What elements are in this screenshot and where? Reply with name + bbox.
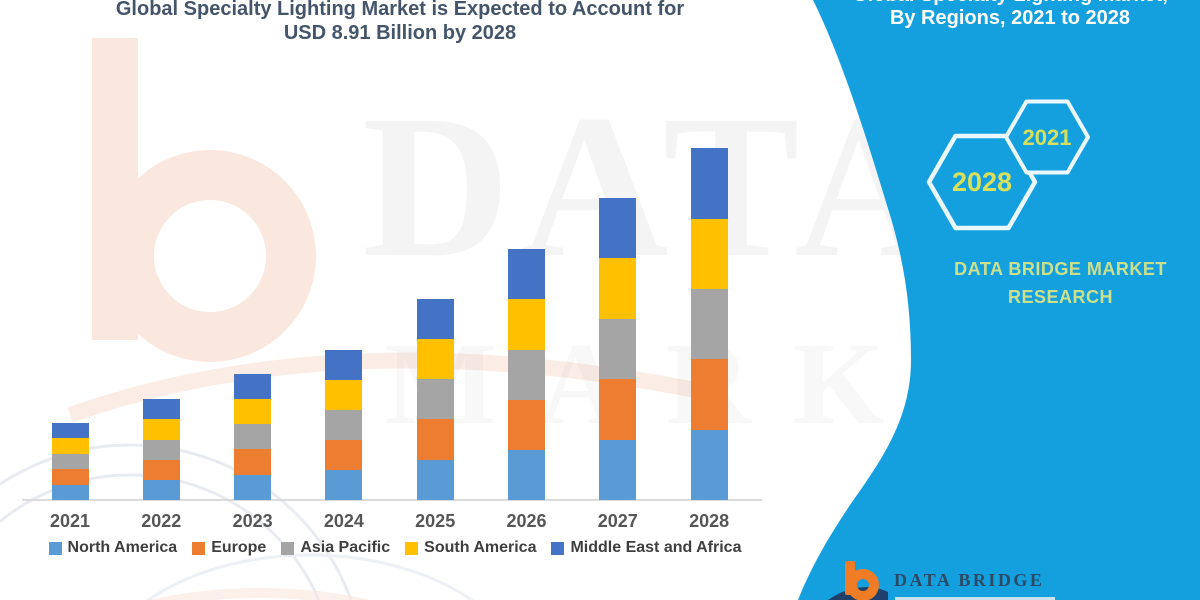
bar-2023 [234, 373, 272, 500]
legend-item-south-america: South America [405, 539, 536, 557]
bar-segment-south-america [508, 299, 545, 350]
bar-segment-asia-pacific [690, 289, 728, 360]
year-label-2026: 2026 [506, 511, 547, 531]
bar-segment-asia-pacific [51, 453, 89, 470]
bar-segment-asia-pacific [234, 424, 272, 450]
legend-swatch-europe [192, 541, 206, 555]
bar-segment-south-america [234, 398, 272, 425]
bar-segment-south-america [51, 438, 89, 454]
watermark-arc-peach [149, 588, 371, 600]
chart-legend: North America Europe Asia Pacific South Ame… [25, 539, 765, 557]
bar-segment-north-america [599, 439, 637, 500]
legend-item-europe: Europe [192, 539, 266, 557]
bar-segment-europe [690, 359, 728, 430]
side-panel-heading-line1-clipped: Global Specialty Lighting Market, [830, 0, 1190, 7]
bar-segment-middle-east-and-africa [416, 298, 454, 339]
bar-segment-europe [51, 469, 89, 485]
bar-segment-europe [508, 399, 545, 450]
legend-swatch-middle-east-and-africa [551, 541, 565, 555]
legend-swatch-north-america [48, 541, 62, 555]
bar-segment-asia-pacific [508, 349, 545, 400]
legend-item-middle-east-and-africa: Middle East and Africa [551, 539, 741, 557]
bar-segment-middle-east-and-africa [599, 197, 637, 259]
footer-logo-wordmark: DATA BRIDGE [894, 570, 1045, 590]
bar-2028 [690, 148, 728, 500]
chart-title: Global Specialty Lighting Market is Expe… [50, 0, 750, 45]
watermark-arc-2 [0, 473, 321, 600]
year-label-2022: 2022 [141, 511, 182, 531]
footer-logo-subline-clipped [895, 597, 1055, 600]
bar-2027 [599, 197, 637, 500]
bar-segment-europe [142, 459, 180, 480]
footer-logo-b-bowl [847, 569, 879, 600]
bar-segment-middle-east-and-africa [325, 349, 363, 380]
legend-label-middle-east-and-africa: Middle East and Africa [570, 539, 742, 556]
bar-2024 [325, 349, 363, 500]
bar-segment-south-america [599, 258, 637, 319]
hexagon-2028 [926, 133, 1038, 231]
year-label-2023: 2023 [232, 511, 273, 531]
brand-text-line1: DATA BRIDGE MARKET [954, 259, 1167, 279]
year-label-2027: 2027 [597, 511, 638, 531]
bar-segment-asia-pacific [599, 318, 637, 380]
legend-label-north-america: North America [67, 539, 178, 556]
bar-segment-north-america [508, 449, 545, 500]
year-label-2024: 2024 [323, 511, 364, 531]
bar-segment-middle-east-and-africa [51, 422, 89, 439]
bar-segment-middle-east-and-africa [234, 373, 272, 399]
bar-segment-middle-east-and-africa [690, 148, 728, 219]
watermark-arc-3 [145, 553, 475, 600]
bar-segment-north-america [234, 474, 272, 500]
bar-segment-europe [325, 439, 363, 470]
legend-swatch-south-america [405, 541, 419, 555]
bar-segment-asia-pacific [416, 379, 454, 420]
chart-title-line1: Global Specialty Lighting Market is Expe… [115, 0, 685, 20]
bar-segment-north-america [142, 479, 180, 500]
bar-2025 [416, 298, 454, 500]
legend-label-europe: Europe [211, 539, 267, 556]
bar-segment-europe [416, 419, 454, 460]
bar-segment-north-america [416, 459, 454, 500]
bar-segment-north-america [690, 429, 728, 500]
bar-segment-asia-pacific [142, 439, 180, 460]
legend-label-south-america: South America [424, 539, 537, 556]
hexagon-2028-label: 2028 [951, 167, 1013, 197]
year-label-2028: 2028 [689, 511, 730, 531]
legend-swatch-asia-pacific [281, 541, 295, 555]
bar-segment-north-america [51, 484, 89, 500]
hexagon-2021-label: 2021 [1022, 125, 1072, 150]
bar-segment-asia-pacific [325, 409, 363, 440]
legend-item-north-america: North America [48, 539, 178, 557]
blue-panel-shape [798, 0, 1200, 600]
bar-segment-south-america [690, 218, 728, 290]
bar-segment-middle-east-and-africa [508, 249, 545, 300]
bar-segment-europe [234, 449, 272, 475]
x-axis-line [22, 499, 762, 501]
year-label-2021: 2021 [49, 511, 91, 531]
bar-2021 [51, 422, 89, 500]
chart-title-line2: USD 8.91 Billion by 2028 [283, 22, 517, 44]
watermark-b-logo-bowl [104, 150, 316, 362]
bar-segment-south-america [416, 338, 454, 380]
hexagon-2021 [1004, 99, 1090, 175]
side-panel-heading-line2: By Regions, 2021 to 2028 [889, 7, 1131, 29]
legend-label-asia-pacific: Asia Pacific [300, 539, 391, 556]
brand-text-line2: RESEARCH [1007, 287, 1113, 307]
bar-segment-north-america [325, 469, 363, 500]
bar-segment-middle-east-and-africa [142, 399, 180, 420]
watermark-arc-1 [0, 443, 353, 600]
bar-2022 [142, 399, 180, 500]
brand-text-block: DATA BRIDGE MARKET RESEARCH [928, 255, 1193, 311]
bar-segment-south-america [325, 379, 363, 410]
legend-item-asia-pacific: Asia Pacific [281, 539, 390, 557]
year-label-2025: 2025 [415, 511, 456, 531]
bar-segment-south-america [142, 419, 180, 440]
bar-2026 [508, 249, 545, 500]
bar-segment-europe [599, 379, 637, 440]
